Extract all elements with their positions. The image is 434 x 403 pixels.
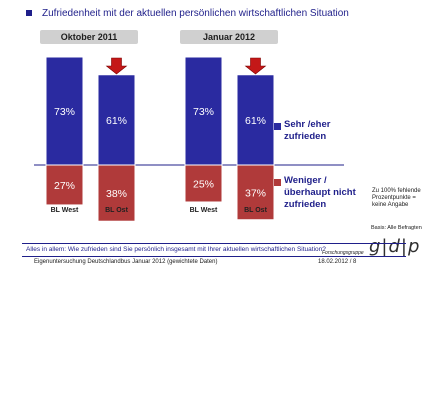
survey-question: Alles in allem: Wie zufrieden sind Sie p… [26,246,326,253]
note-line-2: Prozentpunkte = [372,195,416,201]
panel-label-januar: Januar 2012 [180,30,278,44]
base-note: Basis: Alle Befragten [371,225,422,231]
legend-label-satisfied: Sehr /eher zufrieden [284,119,330,143]
chart-title-row: Zufriedenheit mit der aktuellen persönli… [26,6,349,20]
bar-satisfied-0-bl-west [45,56,84,166]
note-line-1: Zu 100% fehlende [372,188,421,194]
legend-satisfied-line-1: Sehr /eher [284,119,331,130]
down-arrow-icon-0 [105,57,128,75]
footer-divider-lower [22,256,406,257]
logo-caption: Forschungsgruppe [322,250,364,256]
bar-unsatisfied-1-bl-west [184,164,223,203]
missing-percent-note: Zu 100% fehlende Prozentpunkte = keine A… [372,188,421,209]
legend-satisfied-line-2: zufrieden [284,131,327,142]
value-label-unsatisfied-1-bl-ost: 37% [245,187,266,199]
bar-unsatisfied-0-bl-west [45,164,84,206]
value-label-satisfied-1-bl-ost: 61% [245,115,266,127]
legend-unsatisfied-line-2: überhaupt nicht [284,187,356,198]
title-bullet-icon [26,10,32,16]
bar-unsatisfied-0-bl-ost [97,164,136,222]
category-label-0-bl-west: BL West [51,207,79,214]
bar-unsatisfied-1-bl-ost [236,164,275,221]
value-label-unsatisfied-1-bl-west: 25% [193,178,214,190]
down-arrow-icon-1 [244,57,267,75]
value-label-satisfied-0-bl-west: 73% [54,106,75,118]
category-label-1-bl-west: BL West [190,207,218,214]
category-label-0-bl-ost: BL Ost [105,207,128,214]
bar-satisfied-1-bl-ost [236,74,275,166]
date-and-page: 18.02.2012 / 8 [318,259,357,265]
data-source: Eigenuntersuchung Deutschlandbus Januar … [34,259,218,265]
note-line-3: keine Angabe [372,202,409,208]
value-label-unsatisfied-0-bl-ost: 38% [106,188,127,200]
legend-swatch-satisfied [274,123,281,130]
legend-swatch-unsatisfied [274,179,281,186]
footer-divider [22,243,406,244]
panel-label-oktober: Oktober 2011 [40,30,138,44]
value-label-unsatisfied-0-bl-west: 27% [54,180,75,192]
value-label-satisfied-1-bl-west: 73% [193,106,214,118]
legend-unsatisfied-line-3: zufrieden [284,199,327,210]
legend-unsatisfied-line-1: Weniger / [284,175,327,186]
gdp-logo: g|d|p [369,236,421,257]
category-label-1-bl-ost: BL Ost [244,207,267,214]
chart-title: Zufriedenheit mit der aktuellen persönli… [42,7,349,19]
value-label-satisfied-0-bl-ost: 61% [106,115,127,127]
legend-label-unsatisfied: Weniger / überhaupt nicht zufrieden [284,175,356,211]
bar-satisfied-1-bl-west [184,56,223,166]
bar-satisfied-0-bl-ost [97,74,136,166]
